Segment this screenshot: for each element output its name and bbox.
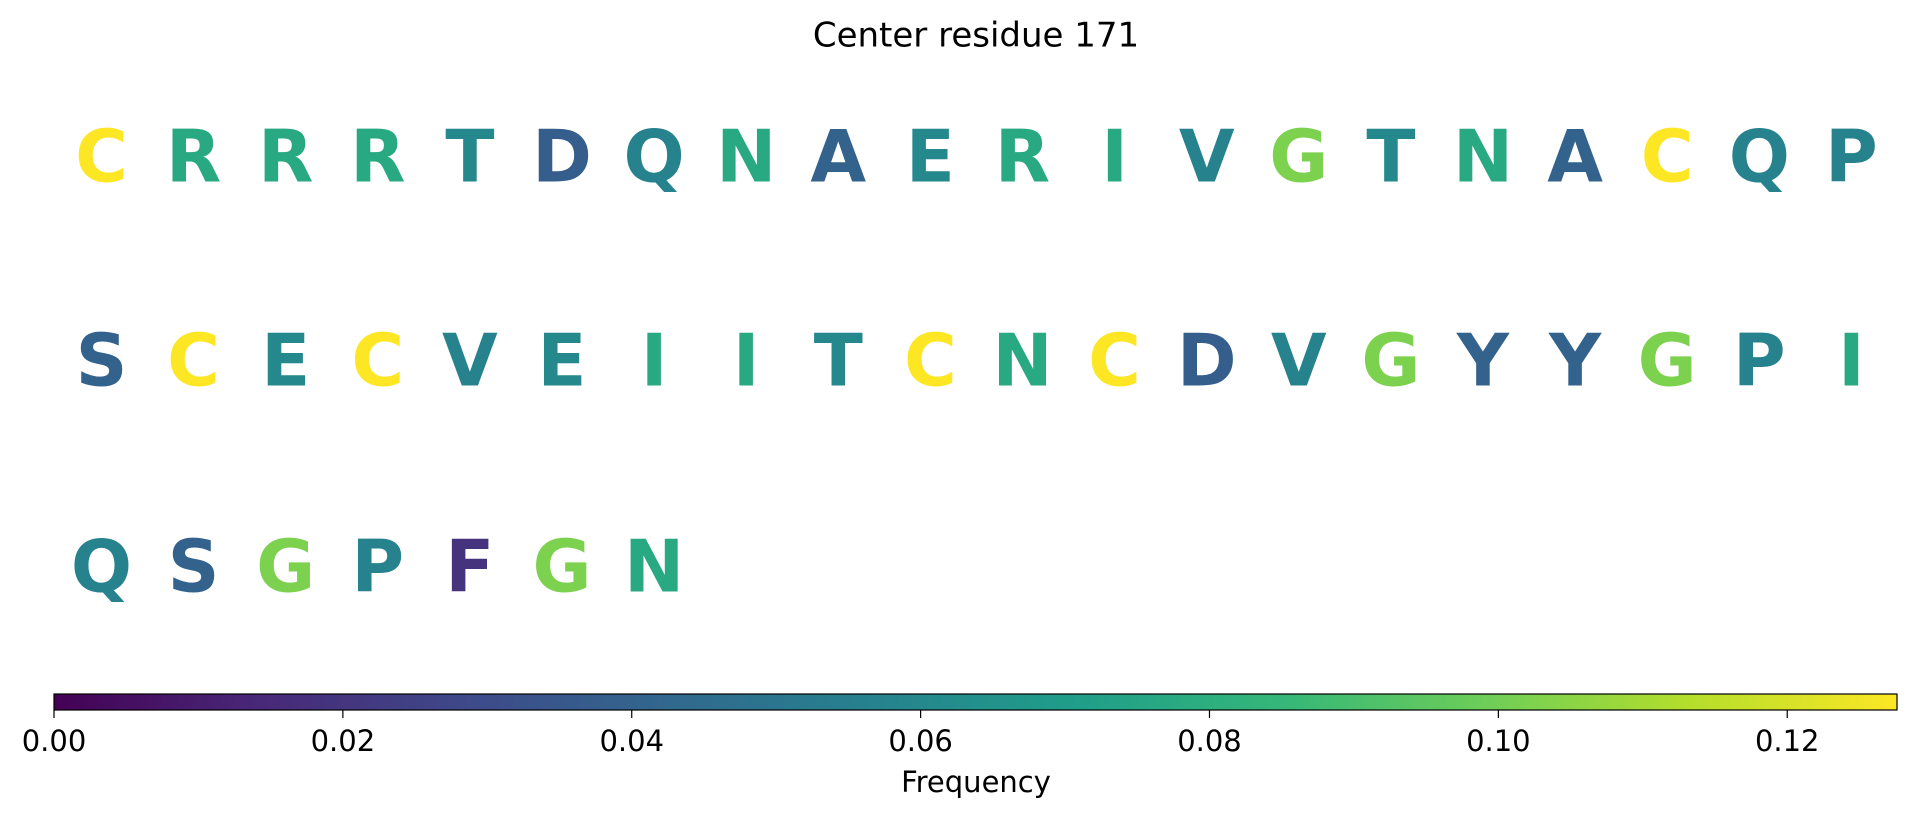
residue: N — [992, 319, 1052, 403]
x-tick-label: 0.00 — [22, 724, 87, 758]
residue: A — [1547, 115, 1603, 199]
residue: P — [1733, 319, 1786, 403]
residue: V — [442, 319, 498, 403]
residue: I — [1101, 115, 1128, 199]
chart-title: Center residue 171 — [813, 16, 1139, 56]
residue: R — [166, 115, 221, 199]
residue: E — [537, 319, 586, 403]
colorbar-label: Frequency — [901, 765, 1051, 799]
residue: C — [1088, 319, 1141, 403]
residue: G — [1361, 319, 1420, 403]
residue: C — [1641, 115, 1694, 199]
x-tick-label: 0.04 — [599, 724, 664, 758]
colorbar — [53, 693, 1898, 711]
residue: C — [75, 115, 128, 199]
residue: G — [256, 525, 315, 609]
x-tick-label: 0.12 — [1755, 724, 1820, 758]
residue: Q — [71, 525, 132, 609]
residue: A — [810, 115, 866, 199]
residue: N — [716, 115, 776, 199]
residue: T — [814, 319, 863, 403]
residue: T — [1366, 115, 1415, 199]
residue: G — [532, 525, 591, 609]
residue: I — [1838, 319, 1865, 403]
residue: Y — [1456, 319, 1510, 403]
residue: Q — [1729, 115, 1790, 199]
residue: R — [258, 115, 313, 199]
x-tick-label: 0.06 — [888, 724, 953, 758]
residue: C — [351, 319, 404, 403]
residue: C — [167, 319, 220, 403]
residue: R — [350, 115, 405, 199]
residue: V — [1271, 319, 1327, 403]
residue: N — [1453, 115, 1513, 199]
residue: C — [904, 319, 957, 403]
residue: G — [1269, 115, 1328, 199]
residue: R — [995, 115, 1050, 199]
residue: F — [445, 525, 494, 609]
residue: P — [351, 525, 404, 609]
x-tick-label: 0.08 — [1177, 724, 1242, 758]
x-tick-label: 0.10 — [1466, 724, 1531, 758]
residue: G — [1638, 319, 1697, 403]
residue: D — [1177, 319, 1237, 403]
residue: E — [906, 115, 955, 199]
residue: S — [168, 525, 220, 609]
residue: Q — [623, 115, 684, 199]
residue: I — [733, 319, 760, 403]
x-tick-label: 0.02 — [311, 724, 376, 758]
residue: D — [532, 115, 592, 199]
residue: N — [624, 525, 684, 609]
residue: S — [76, 319, 128, 403]
residue: V — [1179, 115, 1235, 199]
residue: T — [445, 115, 494, 199]
residue: Y — [1548, 319, 1602, 403]
residue: E — [261, 319, 310, 403]
residue: I — [641, 319, 668, 403]
residue: P — [1825, 115, 1878, 199]
